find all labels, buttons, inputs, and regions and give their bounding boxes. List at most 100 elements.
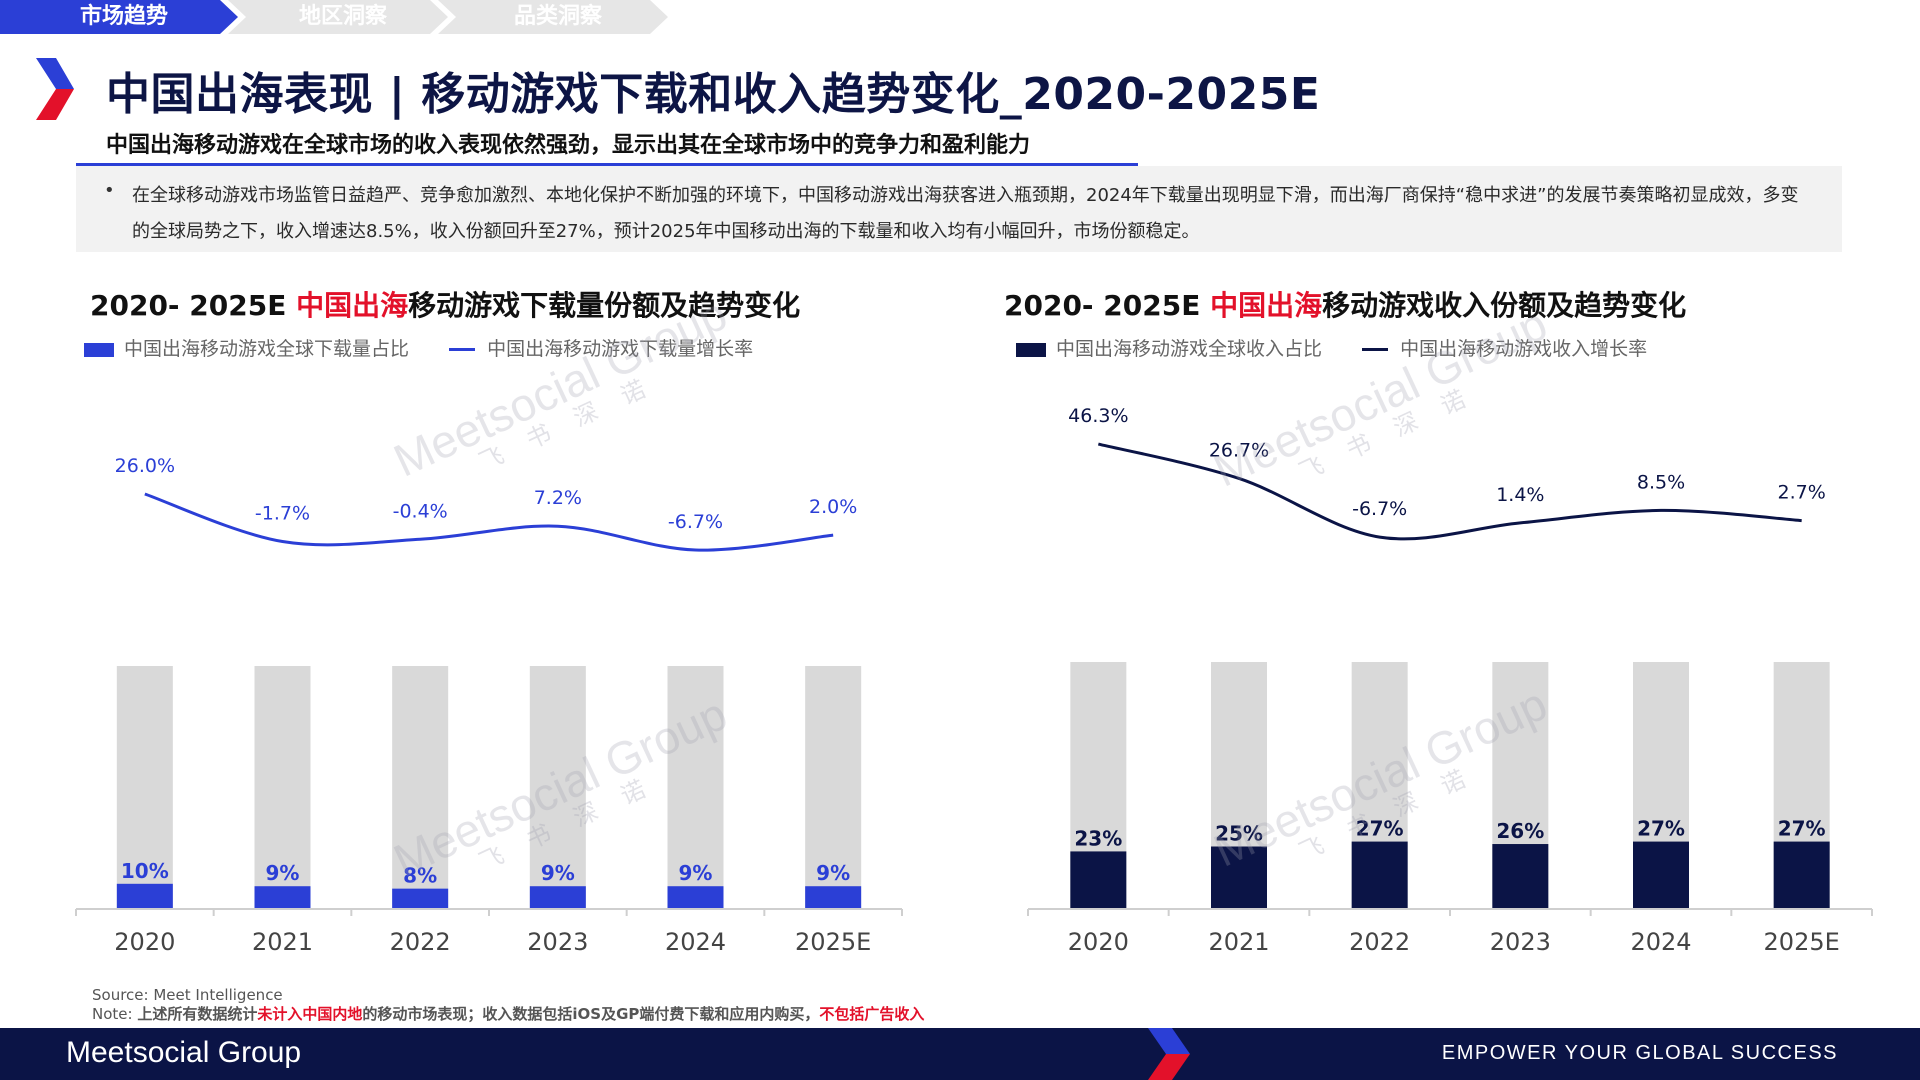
legend-line-label: 中国出海移动游戏收入增长率: [1400, 338, 1648, 360]
x-tick-label: 2024: [1630, 928, 1691, 956]
line-data-label: 2.0%: [809, 496, 857, 518]
bar-data-label: 9%: [816, 861, 850, 885]
x-tick-label: 2021: [1208, 928, 1269, 956]
bar: [529, 886, 586, 908]
x-tick-label: 2022: [390, 928, 451, 956]
bar: [1633, 841, 1689, 908]
subtitle-underline: [76, 163, 1138, 166]
bar-track: [392, 666, 449, 908]
line-series: [1097, 442, 1802, 541]
bar: [116, 883, 173, 908]
legend-line-swatch: [449, 348, 476, 351]
legend-bar-swatch: [1016, 342, 1046, 357]
line-data-label: 26.0%: [115, 455, 175, 477]
bar-data-label: 9%: [679, 861, 713, 885]
bar: [392, 888, 449, 908]
line-data-label: 2.7%: [1778, 482, 1826, 504]
tab-label: 品类洞察: [513, 4, 602, 29]
note-prefix: Note:: [92, 1005, 138, 1023]
line-data-label: -6.7%: [1352, 498, 1407, 520]
legend-bar-swatch: [84, 342, 114, 357]
bar-data-label: 23%: [1074, 826, 1122, 850]
note-part-b: 的移动市场表现；收入数据包括iOS及GP端付费下载和应用内购买，: [362, 1005, 820, 1023]
page-subtitle: 中国出海移动游戏在全球市场的收入表现依然强劲，显示出其在全球市场中的竞争力和盈利…: [106, 133, 1031, 158]
summary-bullet: •: [104, 180, 115, 201]
bar-track: [805, 666, 862, 908]
bar-data-label: 9%: [541, 861, 575, 885]
x-tick-label: 2022: [1349, 928, 1410, 956]
chart-title-suffix: 移动游戏下载量份额及趋势变化: [408, 289, 801, 322]
chart-revenue-title: 2020- 2025E 中国出海移动游戏收入份额及趋势变化: [1004, 284, 1686, 324]
legend-line-label: 中国出海移动游戏下载量增长率: [487, 338, 754, 360]
chart-download-legend: 中国出海移动游戏全球下载量占比 中国出海移动游戏下载量增长率: [84, 334, 753, 361]
bar-data-label: 9%: [266, 861, 300, 885]
note-line: Note: 上述所有数据统计未计入中国内地的移动市场表现；收入数据包括iOS及G…: [92, 1005, 924, 1024]
source-line: Source: Meet Intelligence: [92, 986, 283, 1004]
page-title: 中国出海表现 | 移动游戏下载和收入趋势变化_2020-2025E: [106, 69, 1321, 120]
bar-data-label: 10%: [121, 859, 169, 883]
legend-bar-label: 中国出海移动游戏全球下载量占比: [124, 338, 410, 360]
bar-data-label: 26%: [1496, 819, 1544, 843]
breadcrumb-tabs: 市场趋势 地区洞察 品类洞察: [0, 0, 700, 34]
bar-data-label: 27%: [1356, 817, 1404, 841]
chart-title-prefix: 2020- 2025E: [1004, 289, 1211, 322]
bar-track: [529, 666, 586, 908]
line-series: [144, 492, 834, 552]
bar-data-label: 27%: [1778, 817, 1826, 841]
bar-track: [667, 666, 724, 908]
bar-track: [254, 666, 311, 908]
x-tick-label: 2021: [252, 928, 313, 956]
chart-title-highlight: 中国出海: [296, 289, 409, 322]
x-tick-label: 2023: [527, 928, 588, 956]
bar: [254, 886, 311, 908]
x-tick-label: 2024: [665, 928, 726, 956]
bar: [1492, 844, 1549, 908]
chart-title-suffix: 移动游戏收入份额及趋势变化: [1322, 289, 1687, 322]
chart-revenue-share: 23% 2020 25% 2021 27% 2022 26% 2023 27% 2024 27% 20…: [1027, 405, 1873, 956]
tab-region-insight[interactable]: 地区洞察: [228, 0, 448, 34]
tab-market-trend[interactable]: 市场趋势: [0, 0, 238, 34]
line-data-label: 1.4%: [1496, 484, 1544, 506]
note-part-a: 上述所有数据统计: [137, 1005, 258, 1023]
chart-download-share: 10% 2020 9% 2021 8% 2022 9% 2023 9% 2024 9% 2025E 26…: [75, 455, 903, 956]
line-data-label: -0.4%: [393, 500, 448, 522]
chart-title-prefix: 2020- 2025E: [90, 289, 297, 322]
tab-label: 地区洞察: [298, 4, 387, 29]
bar-track: [116, 666, 173, 908]
brand-logo-icon: [36, 58, 74, 120]
x-tick-label: 2020: [1068, 928, 1129, 956]
x-tick-label: 2023: [1490, 928, 1551, 956]
bar: [805, 886, 862, 908]
bar: [1070, 851, 1127, 908]
source-notes: Source: Meet Intelligence Note: 上述所有数据统计…: [92, 986, 924, 1024]
bar-data-label: 25%: [1215, 822, 1263, 846]
footer-slogan: EMPOWER YOUR GLOBAL SUCCESS: [1441, 1042, 1838, 1064]
bar-data-label: 8%: [403, 864, 437, 888]
x-tick-label: 2025E: [795, 928, 871, 956]
x-tick-label: 2025E: [1764, 928, 1840, 956]
line-data-label: 8.5%: [1637, 471, 1685, 493]
note-highlight-2: 不包括广告收入: [819, 1005, 925, 1023]
bar: [1211, 846, 1267, 908]
bar-data-label: 27%: [1637, 817, 1685, 841]
footer-bar: [0, 1028, 1920, 1080]
bar: [1351, 841, 1408, 908]
bar: [667, 886, 724, 908]
line-data-label: -6.7%: [668, 511, 723, 533]
legend-bar-label: 中国出海移动游戏全球收入占比: [1056, 338, 1323, 360]
chart-download-title: 2020- 2025E 中国出海移动游戏下载量份额及趋势变化: [90, 284, 800, 324]
footer-brand: Meetsocial Group: [66, 1036, 302, 1069]
chart-title-highlight: 中国出海: [1210, 289, 1323, 322]
line-data-label: 7.2%: [534, 487, 582, 509]
x-tick-label: 2020: [114, 928, 175, 956]
line-data-label: 46.3%: [1068, 405, 1128, 427]
bar: [1773, 841, 1830, 908]
legend-line-swatch: [1362, 348, 1389, 351]
note-highlight-1: 未计入中国内地: [257, 1005, 363, 1023]
tab-category-insight[interactable]: 品类洞察: [438, 0, 668, 34]
tab-label: 市场趋势: [79, 4, 168, 29]
line-data-label: 26.7%: [1209, 439, 1269, 461]
line-data-label: -1.7%: [255, 502, 310, 524]
summary-text: 在全球移动游戏市场监管日益趋严、竞争愈加激烈、本地化保护不断加强的环境下，中国移…: [132, 185, 1799, 242]
footer-logo-icon: [1148, 1028, 1190, 1080]
